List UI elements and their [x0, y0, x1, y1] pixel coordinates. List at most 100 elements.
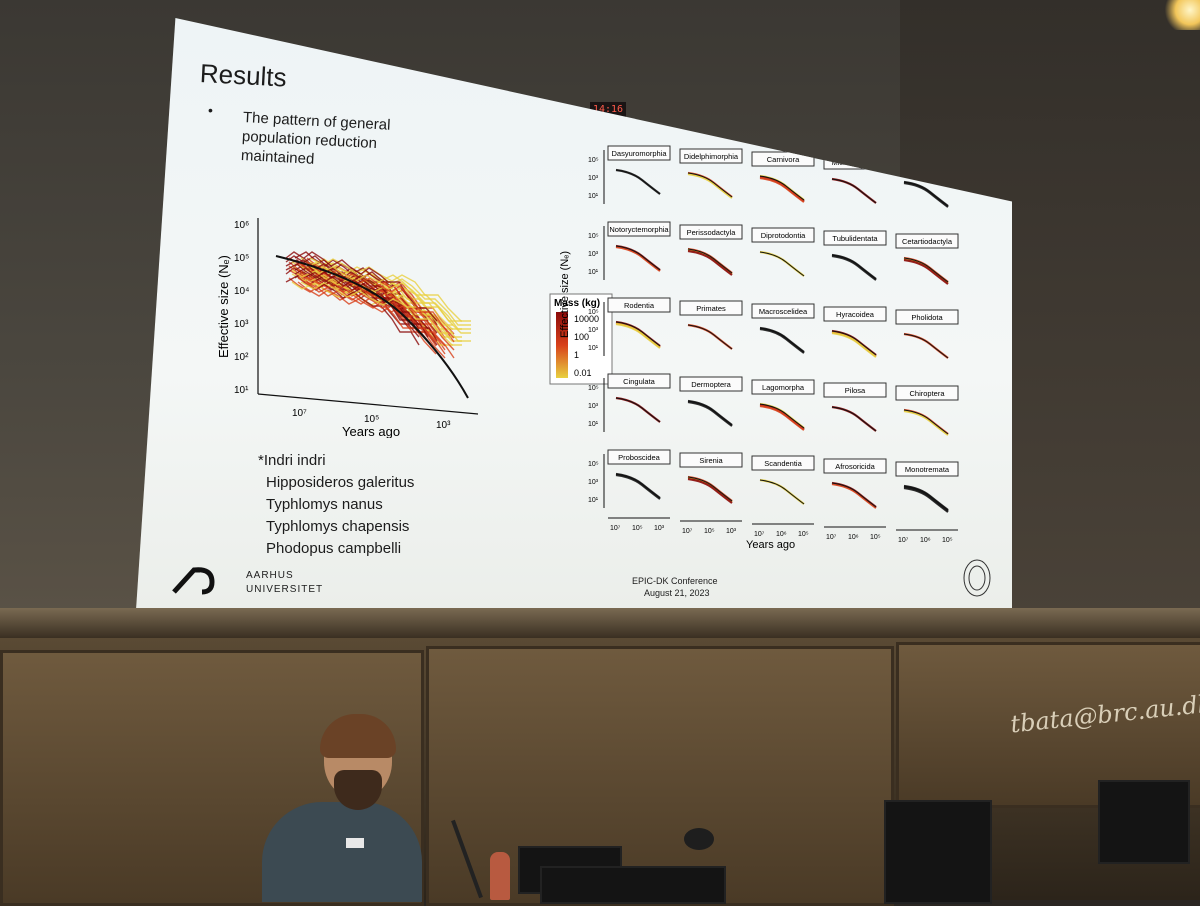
- legend-title: Mass (kg): [554, 298, 600, 309]
- order-trajectory: [831, 405, 877, 432]
- order-mean-line: [615, 473, 661, 499]
- species-name: Hipposideros galeritus: [266, 474, 415, 491]
- order-mean-line: [615, 321, 661, 347]
- order-panel: Pholidota: [895, 309, 959, 359]
- desk-lamp-icon: [684, 828, 714, 850]
- order-panel: Diprotodontia: [751, 227, 815, 277]
- panel-y-tick: 10⁵: [588, 461, 599, 468]
- panel-y-tick: 10⁵: [588, 385, 599, 392]
- order-mean-line: [687, 248, 733, 274]
- main-y-tick: 10³: [234, 319, 249, 330]
- order-label-box: [823, 230, 887, 246]
- main-y-label: Effective size (Nₑ): [216, 255, 231, 358]
- panel-y-tick: 10⁵: [588, 157, 599, 164]
- panel-x-tick: 10⁷: [898, 537, 909, 544]
- order-label-box: [823, 458, 887, 474]
- order-label: Monotremata: [905, 465, 950, 474]
- order-label-box: [607, 373, 671, 389]
- trajectory-line: [297, 277, 446, 355]
- order-label: Afrosoricida: [835, 462, 875, 471]
- order-label-box: [607, 297, 671, 313]
- panel-y-tick: 10¹: [588, 193, 599, 200]
- order-trajectory: [903, 332, 949, 359]
- order-panel: Primates: [679, 300, 743, 350]
- main-y-tick: 10²: [234, 352, 249, 363]
- main-x-tick: 10³: [436, 420, 451, 431]
- order-label: Cetartiodactyla: [902, 237, 953, 246]
- order-label-box: [607, 145, 671, 161]
- projected-slide: Results • The pattern of general populat…: [136, 18, 1012, 610]
- trajectory-line: [303, 251, 438, 322]
- order-label-box: [679, 376, 743, 392]
- order-panel: Rodentia: [607, 297, 671, 349]
- order-mean-line: [759, 403, 805, 429]
- order-panel: Dasyuromorphia: [607, 145, 671, 195]
- order-mean-line: [903, 257, 949, 283]
- panel-x-tick: 10⁶: [920, 537, 931, 544]
- species-name: *Indri indri: [258, 452, 326, 469]
- logo-line-1: AARHUS: [246, 570, 294, 581]
- order-mean-line: [759, 251, 805, 277]
- order-label: Dermoptera: [691, 380, 731, 389]
- order-trajectory: [687, 172, 733, 199]
- order-mean-line: [831, 254, 877, 280]
- order-panel: Macroscelidea: [751, 303, 815, 354]
- panel-x-tick: 10³: [726, 528, 737, 535]
- order-trajectory: [903, 409, 949, 436]
- order-label: Dasyuromorphia: [611, 149, 667, 158]
- order-panel: Dermoptera: [679, 376, 743, 427]
- order-panel: Notoryctemorphia: [607, 221, 671, 272]
- legend-colorbar: [556, 312, 568, 378]
- presenter-beard: [334, 770, 382, 810]
- order-trajectory: [903, 486, 949, 513]
- main-x-axis: [257, 393, 479, 415]
- order-panel: Hyracoidea: [823, 306, 887, 358]
- panel-y-tick: 10⁵: [588, 309, 599, 316]
- panel-x-tick: 10³: [654, 525, 665, 532]
- order-label-box: [751, 379, 815, 395]
- order-trajectory: [831, 177, 877, 204]
- order-panel: Chiroptera: [895, 385, 959, 436]
- order-mean-line: [903, 333, 949, 359]
- order-trajectory: [615, 473, 661, 500]
- order-label: Perissodactyla: [687, 228, 737, 237]
- order-panels-chart: Effective size (Nₑ) 10⁵ 10³ 10¹ Dasyuromorph…: [559, 145, 959, 551]
- order-label-box: [751, 455, 815, 471]
- main-y-tick: 10⁴: [234, 286, 249, 297]
- order-trajectory: [759, 478, 805, 505]
- footer-line-2: August 21, 2023: [644, 588, 710, 598]
- legend-value: 100: [574, 332, 589, 342]
- legend-value: 10000: [574, 314, 599, 324]
- mean-trend-line: [275, 255, 469, 399]
- order-label: Carnivora: [767, 155, 800, 164]
- order-label-box: [895, 157, 959, 173]
- order-trajectory: [615, 396, 661, 423]
- order-panel: Microbiotheria: [823, 154, 887, 204]
- wall-lamp: [1160, 0, 1200, 30]
- main-y-tick: 10¹: [234, 385, 249, 396]
- order-panel: Afrosoricida: [823, 458, 887, 509]
- species-name: Typhlomys chapensis: [266, 518, 410, 535]
- order-panel: Pilosa: [823, 382, 887, 432]
- order-trajectory: [687, 323, 733, 350]
- order-panel: Cingulata: [607, 373, 671, 423]
- order-trajectory: [615, 168, 661, 195]
- panel-y-tick: 10³: [588, 327, 599, 334]
- order-panel: Scandentia: [751, 455, 815, 505]
- order-trajectory: [687, 400, 733, 427]
- order-trajectory: [903, 181, 949, 208]
- order-label: Microbiotheria: [831, 158, 879, 167]
- presenter: [262, 714, 422, 902]
- panel-y-tick: 10³: [588, 175, 599, 182]
- order-mean-line: [759, 175, 805, 201]
- name-badge: [346, 838, 364, 848]
- panel-y-tick: 10¹: [588, 345, 599, 352]
- panel-y-tick: 10¹: [588, 497, 599, 504]
- panel-x-tick: 10⁷: [610, 525, 621, 532]
- panel-x-tick: 10⁵: [870, 534, 881, 541]
- trajectory-line: [309, 265, 471, 330]
- legend-value: 0.01: [574, 368, 592, 378]
- slide-ledge: [0, 608, 1200, 638]
- order-label: Macroscelidea: [759, 307, 808, 316]
- order-trajectory: [831, 482, 877, 509]
